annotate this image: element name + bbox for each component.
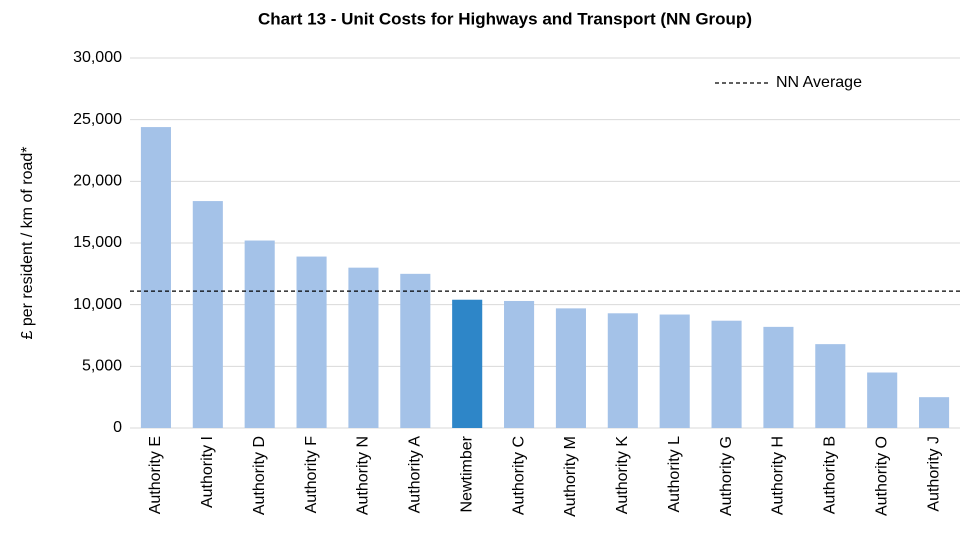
bar — [296, 256, 327, 428]
x-tick-label: Authority B — [822, 436, 839, 514]
x-tick-label: Authority C — [510, 436, 527, 515]
bar — [192, 201, 223, 428]
bar — [711, 320, 742, 428]
bar — [763, 326, 794, 428]
bar — [452, 299, 483, 428]
bar — [867, 372, 898, 428]
bar — [504, 300, 535, 428]
legend-label: NN Average — [776, 74, 862, 91]
chart-title: Chart 13 - Unit Costs for Highways and T… — [258, 9, 752, 28]
y-tick-label: 10,000 — [73, 296, 122, 313]
x-tick-label: Authority G — [718, 436, 735, 516]
x-tick-label: Authority K — [614, 436, 631, 515]
bar — [348, 267, 379, 428]
bar — [555, 308, 586, 428]
bar — [244, 240, 275, 428]
y-tick-label: 0 — [113, 419, 122, 436]
bar — [659, 314, 690, 428]
y-tick-label: 25,000 — [73, 111, 122, 128]
x-tick-label: Authority L — [666, 436, 683, 513]
x-tick-label: Authority I — [199, 436, 216, 508]
y-tick-label: 5,000 — [82, 358, 122, 375]
x-tick-label: Authority E — [147, 436, 164, 514]
x-tick-label: Authority F — [303, 436, 320, 514]
x-tick-label: Authority J — [925, 436, 942, 512]
bar — [919, 397, 950, 428]
x-tick-label: Authority D — [251, 436, 268, 515]
x-tick-label: Authority H — [770, 436, 787, 515]
x-tick-label: Newtimber — [458, 435, 475, 512]
bar — [815, 344, 846, 428]
y-axis-label: £ per resident / km of road* — [19, 147, 36, 340]
bar — [140, 127, 171, 429]
x-tick-label: Authority A — [407, 436, 424, 514]
y-tick-label: 15,000 — [73, 234, 122, 251]
bar — [607, 313, 638, 428]
x-tick-label: Authority O — [873, 436, 890, 516]
x-tick-label: Authority M — [562, 436, 579, 517]
y-tick-label: 20,000 — [73, 173, 122, 190]
x-tick-label: Authority N — [355, 436, 372, 515]
y-tick-label: 30,000 — [73, 49, 122, 66]
bar — [400, 273, 431, 428]
